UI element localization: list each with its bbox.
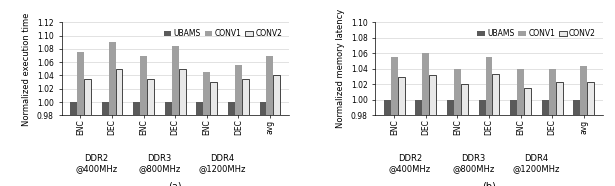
Bar	[555, 82, 563, 186]
Bar	[116, 69, 122, 186]
Bar	[140, 56, 147, 186]
Bar	[210, 82, 217, 186]
Bar	[228, 102, 235, 186]
Bar	[398, 77, 405, 186]
Legend: UBAMS, CONV1, CONV2: UBAMS, CONV1, CONV2	[474, 26, 599, 41]
Bar	[266, 56, 274, 186]
Bar	[510, 100, 517, 186]
Bar	[391, 57, 398, 186]
Text: DDR2
@400MHz: DDR2 @400MHz	[389, 154, 431, 174]
Text: DDR4
@1200MHz: DDR4 @1200MHz	[199, 154, 246, 174]
Y-axis label: Normalized execution time: Normalized execution time	[22, 12, 31, 126]
Bar	[77, 52, 84, 186]
Bar	[242, 79, 249, 186]
Bar	[429, 75, 436, 186]
Text: (b): (b)	[482, 182, 496, 186]
Bar	[101, 102, 109, 186]
Text: DDR2
@400MHz: DDR2 @400MHz	[75, 154, 117, 174]
Y-axis label: Normalized memory latency: Normalized memory latency	[336, 9, 345, 129]
Bar	[493, 74, 499, 186]
Bar	[84, 79, 91, 186]
Text: DDR4
@1200MHz: DDR4 @1200MHz	[513, 154, 560, 174]
Bar	[573, 100, 581, 186]
Bar	[384, 100, 391, 186]
Bar	[454, 69, 461, 186]
Bar	[415, 100, 423, 186]
Legend: UBAMS, CONV1, CONV2: UBAMS, CONV1, CONV2	[161, 26, 285, 41]
Bar	[204, 72, 210, 186]
Bar	[461, 84, 468, 186]
Bar	[524, 88, 531, 186]
Bar	[179, 69, 186, 186]
Bar	[274, 76, 280, 186]
Bar	[542, 100, 549, 186]
Bar	[581, 67, 587, 186]
Bar	[133, 102, 140, 186]
Bar	[172, 46, 179, 186]
Text: DDR3
@800MHz: DDR3 @800MHz	[138, 154, 181, 174]
Text: (a): (a)	[169, 182, 182, 186]
Bar	[260, 102, 266, 186]
Bar	[70, 102, 77, 186]
Bar	[447, 100, 454, 186]
Text: DDR3
@800MHz: DDR3 @800MHz	[452, 154, 494, 174]
Bar	[587, 82, 594, 186]
Bar	[517, 69, 524, 186]
Bar	[196, 102, 204, 186]
Bar	[109, 42, 116, 186]
Bar	[147, 79, 154, 186]
Bar	[485, 57, 493, 186]
Bar	[235, 65, 242, 186]
Bar	[423, 53, 429, 186]
Bar	[478, 100, 485, 186]
Bar	[165, 102, 172, 186]
Bar	[549, 69, 555, 186]
